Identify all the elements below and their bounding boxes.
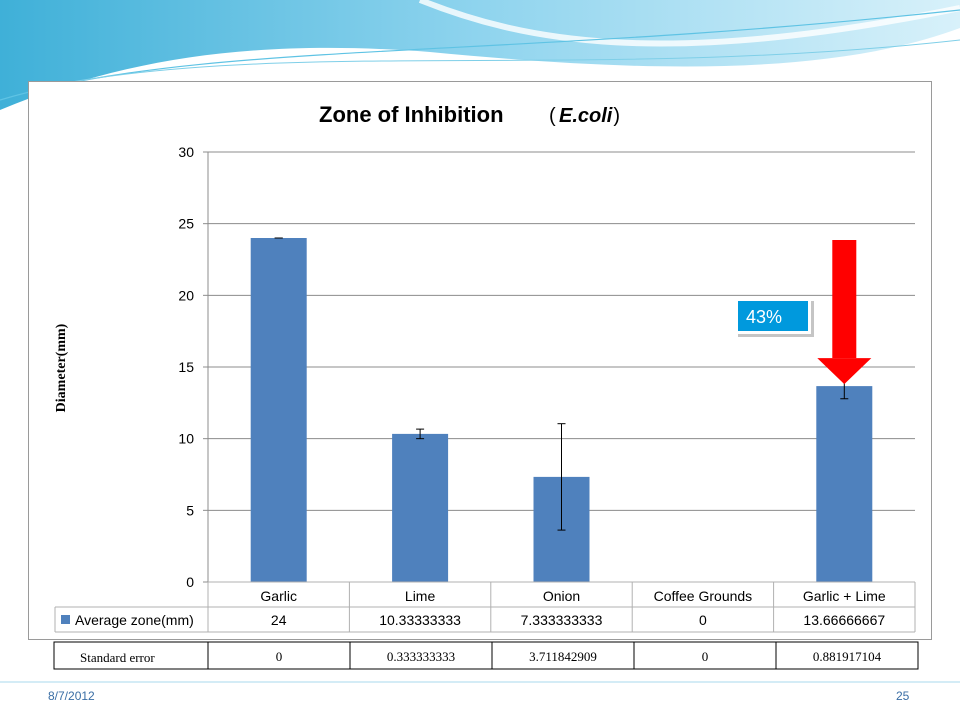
se-row-label: Standard error xyxy=(80,650,155,665)
se-value: 3.711842909 xyxy=(529,649,597,664)
data-label: 10.33333333 xyxy=(379,612,461,628)
se-row-border xyxy=(53,641,919,670)
category-label: Onion xyxy=(543,588,580,604)
chart-subtitle: E.coli xyxy=(559,105,613,127)
data-label: 13.66666667 xyxy=(803,612,885,628)
header-wave xyxy=(0,0,960,110)
chart-subtitle-close-paren: ) xyxy=(613,105,620,127)
standard-error-table: Standard error 0 0.333333333 3.711842909 0 0.… xyxy=(53,641,919,670)
bar-2 xyxy=(392,433,449,582)
se-value: 0 xyxy=(276,649,283,664)
chart-title: Zone of Inhibition xyxy=(319,102,504,127)
annotation-arrow-head xyxy=(817,358,872,385)
slide-number: 25 xyxy=(896,689,910,703)
legend-swatch xyxy=(61,615,70,624)
bar-5 xyxy=(816,386,873,582)
se-value: 0.333333333 xyxy=(387,649,455,664)
chart-subtitle-open-paren: ( xyxy=(549,105,556,127)
chart-area: Zone of Inhibition ( E.coli 0 5 10 15 20 25 30… xyxy=(28,81,932,640)
y-tick-label: 5 xyxy=(186,502,194,518)
category-label: Garlic + Lime xyxy=(803,588,886,604)
annotation-arrow-shaft xyxy=(832,240,857,359)
slide-date: 8/7/2012 xyxy=(48,689,95,703)
annotation-label: 43% xyxy=(746,307,782,327)
data-label: 7.333333333 xyxy=(521,612,603,628)
annotation-box xyxy=(738,301,808,331)
se-value: 0 xyxy=(702,649,709,664)
data-label: 0 xyxy=(699,612,707,628)
category-label: Lime xyxy=(405,588,436,604)
category-label: Garlic xyxy=(260,588,297,604)
header-swoosh xyxy=(418,0,960,47)
category-label: Coffee Grounds xyxy=(654,588,753,604)
legend-series-name: Average zone(mm) xyxy=(75,612,194,628)
se-value: 0.881917104 xyxy=(813,649,882,664)
bar-1 xyxy=(250,238,307,582)
y-tick-label: 20 xyxy=(178,287,194,303)
y-tick-label: 30 xyxy=(178,144,194,160)
data-label: 24 xyxy=(271,612,287,628)
y-tick-label: 0 xyxy=(186,574,194,590)
header-line-2 xyxy=(59,39,960,85)
y-tick-label: 15 xyxy=(178,359,194,375)
bar-chart: Zone of Inhibition ( E.coli 0 5 10 15 20 25 30… xyxy=(54,102,916,633)
y-tick-label: 25 xyxy=(178,216,194,232)
y-axis-label: Diameter(mm) xyxy=(54,323,69,412)
y-tick-label: 10 xyxy=(178,431,194,447)
